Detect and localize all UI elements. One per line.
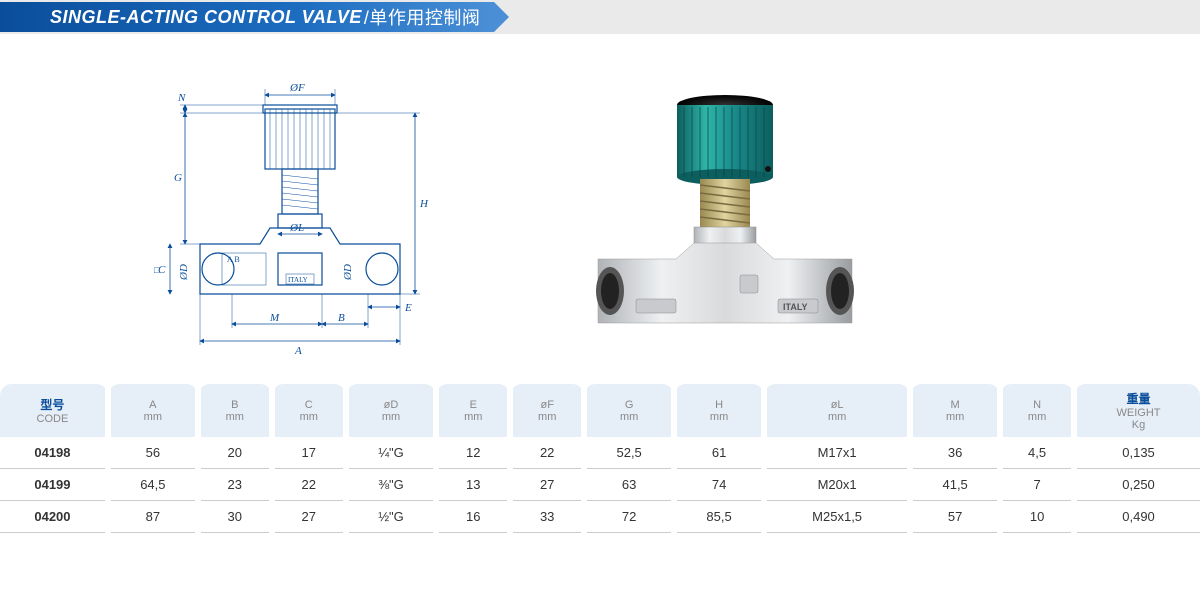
table-cell: 57	[910, 501, 1000, 533]
table-cell: 04198	[0, 437, 108, 469]
table-cell: 16	[436, 501, 510, 533]
photo-italy-label: ITALY	[783, 302, 808, 312]
dim-h: H	[419, 198, 429, 210]
diagram-ab-label: A B	[227, 255, 240, 264]
table-header-cell: Amm	[108, 384, 198, 437]
dim-d-left: ØD	[178, 264, 190, 281]
table-header-cell: Nmm	[1000, 384, 1074, 437]
engineering-diagram: A B ITALY ØF ØL N G H C □ ØD ØD	[100, 79, 460, 359]
table-cell: 04200	[0, 501, 108, 533]
table-cell: 63	[584, 469, 674, 501]
table-cell: 0,490	[1074, 501, 1200, 533]
table-cell: 74	[674, 469, 764, 501]
table-cell: 17	[272, 437, 346, 469]
svg-text:□: □	[154, 265, 160, 275]
table-cell: 0,250	[1074, 469, 1200, 501]
table-cell: 72	[584, 501, 674, 533]
title-cn: /单作用控制阀	[364, 4, 481, 30]
table-cell: 87	[108, 501, 198, 533]
table-cell: 10	[1000, 501, 1074, 533]
header-title: SINGLE-ACTING CONTROL VALVE /单作用控制阀	[0, 2, 494, 32]
table-cell: 27	[272, 501, 346, 533]
table-cell: 30	[198, 501, 272, 533]
table-header-cell: Mmm	[910, 384, 1000, 437]
table-cell: 04199	[0, 469, 108, 501]
table-cell: 20	[198, 437, 272, 469]
table-cell: ⅜"G	[346, 469, 437, 501]
table-cell: 7	[1000, 469, 1074, 501]
table-cell: 4,5	[1000, 437, 1074, 469]
table-cell: 33	[510, 501, 584, 533]
dim-f: ØF	[289, 82, 305, 94]
table-cell: 56	[108, 437, 198, 469]
dim-m: M	[269, 312, 280, 324]
table-cell: 64,5	[108, 469, 198, 501]
table-cell: 41,5	[910, 469, 1000, 501]
table-header-cell: øFmm	[510, 384, 584, 437]
dim-g: G	[174, 172, 182, 184]
dim-a: A	[294, 345, 302, 357]
table-header-cell: øDmm	[346, 384, 437, 437]
table-row: 04200873027½"G16337285,5M25x1,557100,490	[0, 501, 1200, 533]
dim-n: N	[177, 92, 186, 104]
table-cell: 13	[436, 469, 510, 501]
content-row: A B ITALY ØF ØL N G H C □ ØD ØD	[0, 34, 1200, 384]
header-bar: SINGLE-ACTING CONTROL VALVE /单作用控制阀	[0, 0, 1200, 34]
table-cell: M17x1	[764, 437, 910, 469]
table-header-cell: Gmm	[584, 384, 674, 437]
table-header-cell: 重量WEIGHTKg	[1074, 384, 1200, 437]
table-header-cell: øLmm	[764, 384, 910, 437]
table-cell: 0,135	[1074, 437, 1200, 469]
table-cell: 22	[272, 469, 346, 501]
dim-e: E	[404, 302, 412, 314]
dim-d-right: ØD	[342, 264, 354, 281]
table-cell: ½"G	[346, 501, 437, 533]
table-header-cell: Emm	[436, 384, 510, 437]
table-cell: M25x1,5	[764, 501, 910, 533]
table-header-row: 型号CODEAmmBmmCmmøDmmEmmøFmmGmmHmmøLmmMmmN…	[0, 384, 1200, 437]
product-photo: ITALY	[540, 79, 900, 359]
table-cell: 36	[910, 437, 1000, 469]
table-header-cell: 型号CODE	[0, 384, 108, 437]
table-cell: 27	[510, 469, 584, 501]
spec-table: 型号CODEAmmBmmCmmøDmmEmmøFmmGmmHmmøLmmMmmN…	[0, 384, 1200, 533]
table-cell: M20x1	[764, 469, 910, 501]
table-row: 04198562017¼"G122252,561M17x1364,50,135	[0, 437, 1200, 469]
table-header-cell: Cmm	[272, 384, 346, 437]
table-cell: 61	[674, 437, 764, 469]
table-cell: 22	[510, 437, 584, 469]
table-cell: 85,5	[674, 501, 764, 533]
diagram-italy-label: ITALY	[288, 276, 308, 284]
table-row: 0419964,52322⅜"G13276374M20x141,570,250	[0, 469, 1200, 501]
table-cell: ¼"G	[346, 437, 437, 469]
table-cell: 52,5	[584, 437, 674, 469]
table-cell: 12	[436, 437, 510, 469]
title-en: SINGLE-ACTING CONTROL VALVE	[50, 7, 362, 28]
dim-b: B	[338, 312, 345, 324]
table-cell: 23	[198, 469, 272, 501]
table-header-cell: Bmm	[198, 384, 272, 437]
dim-l: ØL	[289, 222, 304, 234]
table-header-cell: Hmm	[674, 384, 764, 437]
table-body: 04198562017¼"G122252,561M17x1364,50,1350…	[0, 437, 1200, 533]
